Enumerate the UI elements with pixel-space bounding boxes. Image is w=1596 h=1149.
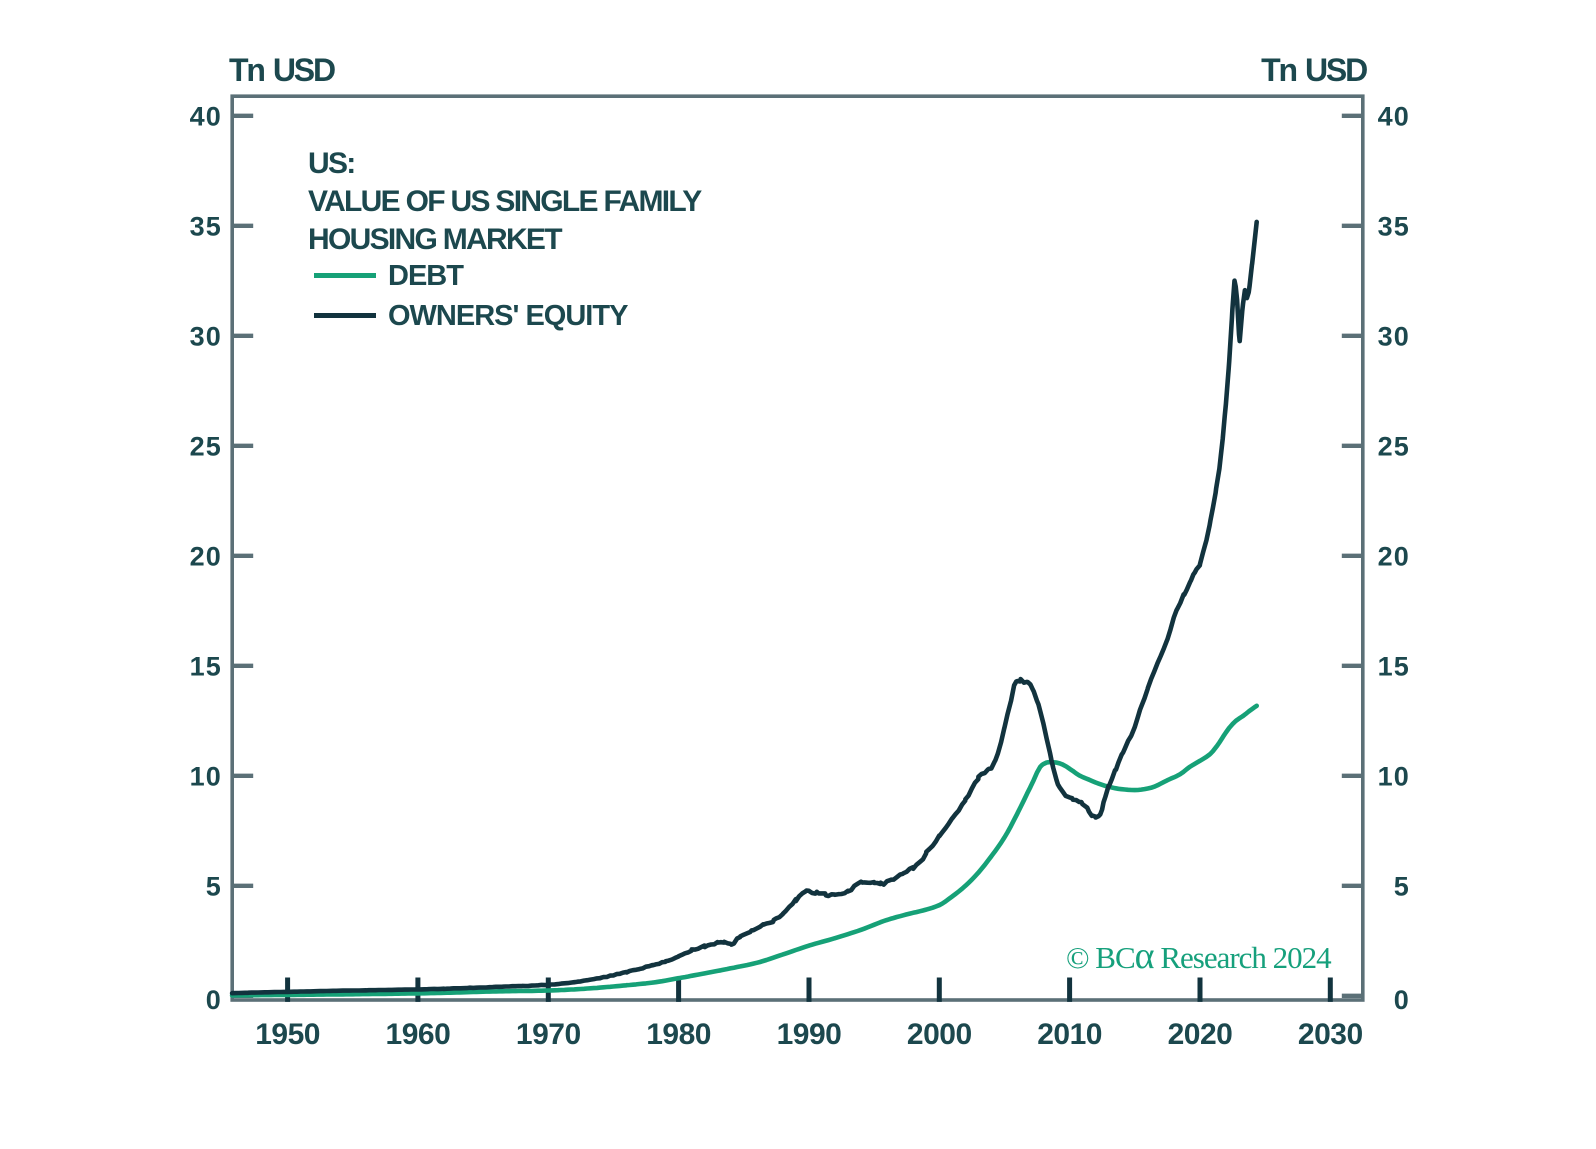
svg-text:25: 25 [1378, 431, 1410, 461]
svg-text:0: 0 [206, 985, 222, 1015]
svg-text:0: 0 [1394, 985, 1410, 1015]
svg-text:25: 25 [190, 431, 222, 461]
svg-text:20: 20 [1378, 541, 1410, 571]
svg-text:© BCα Research 2024: © BCα Research 2024 [1066, 935, 1332, 977]
svg-text:1960: 1960 [386, 1018, 451, 1051]
svg-text:HOUSING MARKET: HOUSING MARKET [308, 223, 562, 256]
svg-text:1970: 1970 [516, 1018, 581, 1051]
svg-text:DEBT: DEBT [388, 260, 464, 292]
svg-text:VALUE OF US SINGLE FAMILY: VALUE OF US SINGLE FAMILY [308, 185, 702, 218]
svg-text:30: 30 [1378, 321, 1410, 351]
svg-text:15: 15 [190, 651, 222, 681]
svg-text:5: 5 [206, 871, 222, 901]
svg-text:20: 20 [190, 541, 222, 571]
svg-text:1980: 1980 [646, 1018, 711, 1051]
svg-text:40: 40 [190, 101, 222, 131]
svg-text:1950: 1950 [255, 1018, 320, 1051]
svg-text:2020: 2020 [1168, 1018, 1233, 1051]
svg-text:40: 40 [1378, 101, 1410, 131]
svg-text:10: 10 [1378, 761, 1410, 791]
svg-text:30: 30 [190, 321, 222, 351]
svg-text:35: 35 [190, 211, 222, 241]
svg-text:OWNERS' EQUITY: OWNERS' EQUITY [388, 300, 628, 332]
svg-text:5: 5 [1394, 871, 1410, 901]
svg-text:10: 10 [190, 761, 222, 791]
svg-text:US:: US: [308, 147, 355, 180]
svg-text:2000: 2000 [907, 1018, 972, 1051]
svg-text:2010: 2010 [1037, 1018, 1102, 1051]
svg-text:2030: 2030 [1298, 1018, 1363, 1051]
svg-text:Tn USD: Tn USD [229, 52, 335, 88]
svg-text:Tn USD: Tn USD [1261, 52, 1367, 88]
svg-text:35: 35 [1378, 211, 1410, 241]
svg-text:1990: 1990 [777, 1018, 842, 1051]
svg-text:15: 15 [1378, 651, 1410, 681]
